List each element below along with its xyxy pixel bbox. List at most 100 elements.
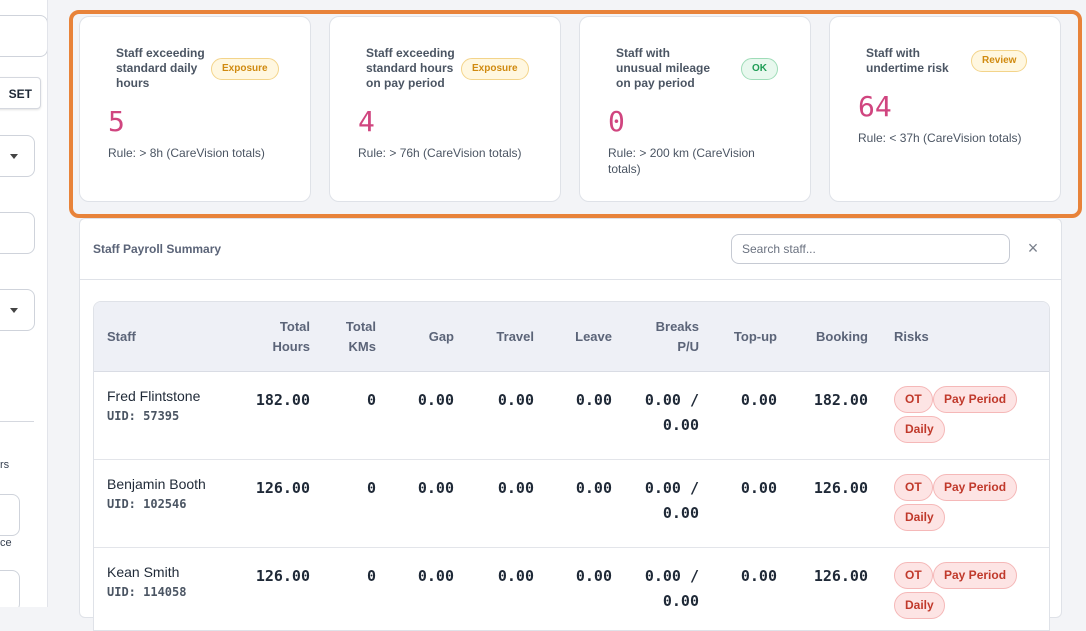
- risk-badge-pay-period[interactable]: Pay Period: [933, 474, 1018, 501]
- cell-breaks-paid: 0.00 /: [644, 391, 699, 409]
- col-total-kms[interactable]: Total KMs: [324, 317, 376, 357]
- cell-topup: 0.00: [740, 479, 777, 497]
- col-label-line: Total: [279, 319, 310, 334]
- cell-topup: 0.00: [740, 567, 777, 585]
- divider: [80, 279, 1061, 280]
- kpi-title: Staff with unusual mileage on pay period: [616, 46, 711, 90]
- sidebar-divider: [0, 421, 34, 422]
- kpi-card-undertime-risk[interactable]: Staff with undertime risk Review 64 Rule…: [829, 16, 1061, 202]
- kpi-rule: Rule: < 37h (CareVision totals): [858, 131, 1022, 145]
- kpi-rule: Rule: > 76h (CareVision totals): [358, 146, 522, 160]
- status-badge: OK: [741, 58, 778, 80]
- risk-badge-pay-period[interactable]: Pay Period: [933, 386, 1018, 413]
- cell-breaks-unpaid: 0.00: [662, 416, 699, 434]
- table-row[interactable]: Fred Flintstone UID: 57395 182.00 0 0.00…: [94, 372, 1049, 460]
- sidebar-label-fragment: ce: [0, 537, 12, 549]
- staff-uid: UID: 114058: [107, 585, 187, 599]
- col-topup[interactable]: Top-up: [733, 329, 777, 344]
- status-badge: Exposure: [461, 58, 529, 80]
- risk-badge-ot[interactable]: OT: [894, 562, 933, 589]
- kpi-value: 5: [108, 105, 125, 138]
- close-icon[interactable]: ×: [1027, 238, 1039, 258]
- kpi-value: 64: [858, 90, 892, 123]
- col-label-line: Total: [345, 319, 376, 334]
- staff-name: Fred Flintstone: [107, 388, 201, 404]
- cell-total-kms: 0: [366, 391, 376, 409]
- risk-badge-pay-period[interactable]: Pay Period: [933, 562, 1018, 589]
- kpi-value: 0: [608, 105, 625, 138]
- panel-title: Staff Payroll Summary: [93, 242, 222, 256]
- risk-badge-daily[interactable]: Daily: [894, 592, 945, 619]
- kpi-card-pay-period-hours[interactable]: Staff exceeding standard hours on pay pe…: [329, 16, 561, 202]
- cell-breaks: 0.00 / 0.00: [629, 388, 699, 438]
- cell-travel: 0.00: [497, 479, 534, 497]
- sidebar-select-1[interactable]: [0, 135, 35, 177]
- cell-total-hours: 126.00: [255, 567, 310, 585]
- cell-leave: 0.00: [575, 567, 612, 585]
- col-total-hours[interactable]: Total Hours: [254, 317, 310, 357]
- sidebar-label-fragment: rs: [0, 459, 10, 471]
- risk-badge-daily[interactable]: Daily: [894, 504, 945, 531]
- cell-gap: 0.00: [417, 391, 454, 409]
- cell-breaks-unpaid: 0.00: [662, 504, 699, 522]
- cell-total-kms: 0: [366, 479, 376, 497]
- col-travel[interactable]: Travel: [496, 329, 534, 344]
- cell-breaks-unpaid: 0.00: [662, 592, 699, 610]
- col-gap[interactable]: Gap: [428, 329, 454, 344]
- staff-payroll-panel: Staff Payroll Summary × Staff Total Hour…: [79, 218, 1062, 631]
- kpi-card-unusual-mileage[interactable]: Staff with unusual mileage on pay period…: [579, 16, 811, 202]
- filter-sidebar: SET rs ce: [0, 0, 48, 607]
- cell-booking: 126.00: [813, 567, 868, 585]
- col-label-line: KMs: [348, 339, 376, 354]
- search-input[interactable]: [731, 234, 1010, 264]
- risk-badge-ot[interactable]: OT: [894, 474, 933, 501]
- risk-badge-daily[interactable]: Daily: [894, 416, 945, 443]
- col-staff[interactable]: Staff: [107, 329, 136, 344]
- reset-button[interactable]: SET: [0, 77, 41, 109]
- col-risks[interactable]: Risks: [894, 329, 929, 344]
- kpi-value: 4: [358, 105, 375, 138]
- col-breaks[interactable]: Breaks P/U: [639, 317, 699, 357]
- kpi-highlight-frame: [69, 10, 1082, 218]
- chevron-down-icon: [10, 154, 18, 159]
- kpi-title: Staff exceeding standard daily hours: [116, 46, 205, 90]
- cell-travel: 0.00: [497, 391, 534, 409]
- cell-total-hours: 182.00: [255, 391, 310, 409]
- staff-uid: UID: 57395: [107, 409, 180, 423]
- cell-breaks-paid: 0.00 /: [644, 567, 699, 585]
- staff-name: Kean Smith: [107, 564, 180, 580]
- sidebar-field-top[interactable]: [0, 15, 47, 57]
- sidebar-input-2[interactable]: [0, 494, 20, 536]
- table-header: Staff Total Hours Total KMs Gap Travel L…: [94, 302, 1049, 372]
- cell-leave: 0.00: [575, 479, 612, 497]
- cell-booking: 182.00: [813, 391, 868, 409]
- cell-travel: 0.00: [497, 567, 534, 585]
- table-row[interactable]: Kean Smith UID: 114058 126.00 0 0.00 0.0…: [94, 548, 1049, 630]
- cell-gap: 0.00: [417, 479, 454, 497]
- cell-breaks-paid: 0.00 /: [644, 479, 699, 497]
- col-booking[interactable]: Booking: [816, 329, 868, 344]
- cell-gap: 0.00: [417, 567, 454, 585]
- kpi-card-daily-hours[interactable]: Staff exceeding standard daily hours Exp…: [79, 16, 311, 202]
- staff-uid: UID: 102546: [107, 497, 187, 511]
- sidebar-input-3[interactable]: [0, 570, 20, 607]
- staff-name: Benjamin Booth: [107, 476, 206, 492]
- cell-booking: 126.00: [813, 479, 868, 497]
- sidebar-input-1[interactable]: [0, 212, 35, 254]
- cell-breaks: 0.00 / 0.00: [629, 476, 699, 526]
- payroll-table: Staff Total Hours Total KMs Gap Travel L…: [93, 301, 1050, 631]
- kpi-title: Staff with undertime risk: [866, 46, 949, 75]
- kpi-rule: Rule: > 8h (CareVision totals): [108, 146, 265, 160]
- cell-total-hours: 126.00: [255, 479, 310, 497]
- table-row[interactable]: Benjamin Booth UID: 102546 126.00 0 0.00…: [94, 460, 1049, 548]
- status-badge: Exposure: [211, 58, 279, 80]
- cell-total-kms: 0: [366, 567, 376, 585]
- cell-leave: 0.00: [575, 391, 612, 409]
- sidebar-select-2[interactable]: [0, 289, 35, 331]
- risk-badge-ot[interactable]: OT: [894, 386, 933, 413]
- chevron-down-icon: [10, 308, 18, 313]
- col-leave[interactable]: Leave: [575, 329, 612, 344]
- status-badge: Review: [971, 50, 1028, 72]
- col-label-line: Breaks: [655, 319, 699, 334]
- col-label-line: Hours: [272, 339, 310, 354]
